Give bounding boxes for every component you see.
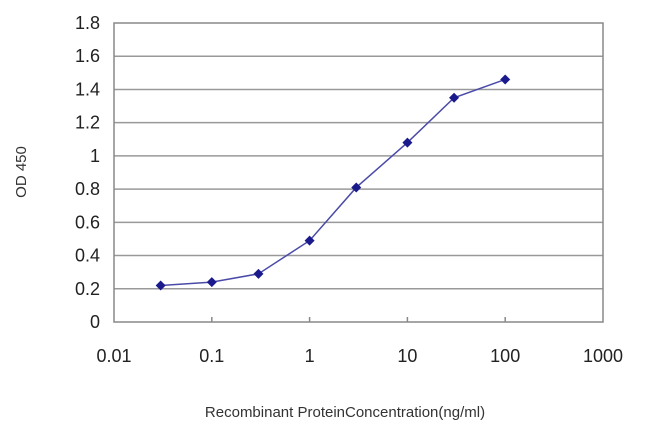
x-tick-labels: 0.01 0.1 1 10 100 1000: [96, 346, 623, 366]
x-tick-label: 100: [490, 346, 520, 366]
y-tick-label: 0.4: [75, 246, 100, 266]
x-tick-label: 10: [397, 346, 417, 366]
gridlines: [114, 55, 603, 322]
y-tick-label: 1: [90, 146, 100, 166]
data-point: [253, 268, 264, 279]
x-tick-label: 1000: [583, 346, 623, 366]
x-axis-label: Recombinant ProteinConcentration(ng/ml): [205, 404, 485, 421]
y-tick-label: 1.4: [75, 79, 100, 99]
data-point: [449, 92, 460, 103]
y-axis-label: OD 450: [13, 146, 30, 198]
y-tick-label: 1.8: [75, 13, 100, 33]
x-tick-label: 0.01: [96, 346, 131, 366]
y-tick-label: 1.6: [75, 46, 100, 66]
data-point: [155, 280, 166, 291]
data-point: [304, 235, 315, 246]
data-point: [402, 137, 413, 148]
y-tick-label: 0.2: [75, 279, 100, 299]
x-tick-label: 0.1: [199, 346, 224, 366]
y-tick-labels: 0 0.2 0.4 0.6 0.8 1 1.2 1.4 1.6 1.8: [75, 13, 100, 332]
y-tick-label: 0: [90, 312, 100, 332]
data-point: [206, 277, 217, 288]
y-tick-label: 1.2: [75, 113, 100, 133]
x-tick-label: 1: [305, 346, 315, 366]
y-tick-label: 0.6: [75, 212, 100, 232]
y-tick-label: 0.8: [75, 179, 100, 199]
series-group: [155, 74, 511, 291]
data-point: [351, 182, 362, 193]
data-point: [500, 74, 511, 85]
plot-area-frame: [113, 22, 604, 323]
series-line: [160, 78, 506, 287]
